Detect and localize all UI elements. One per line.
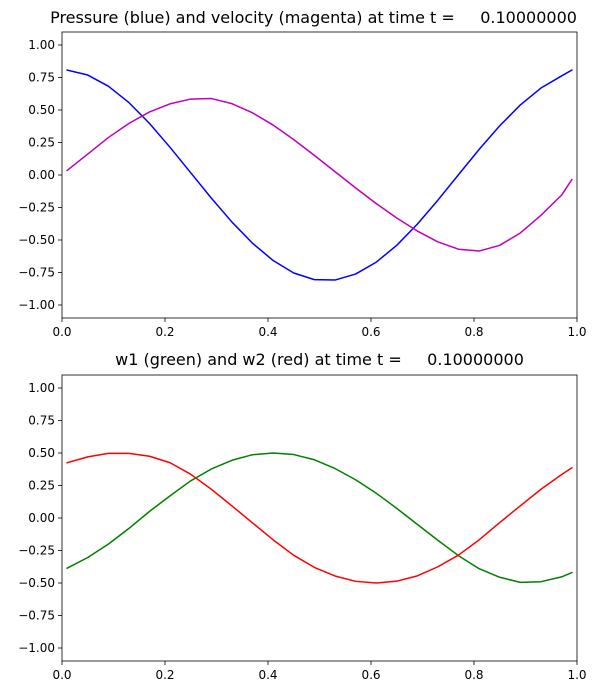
x-tick-label: 0.0 — [52, 325, 71, 339]
y-tick-label: 0.75 — [28, 414, 55, 428]
y-tick-label: −0.75 — [18, 609, 55, 623]
chart-bottom: w1 (green) and w2 (red) at time t = 0.10… — [18, 350, 586, 682]
x-tick-label: 0.2 — [155, 668, 174, 682]
y-tick-label: 0.75 — [28, 71, 55, 85]
x-tick-label: 0.8 — [464, 325, 483, 339]
series-line-1 — [66, 69, 573, 281]
x-tick-label: 0.4 — [258, 668, 277, 682]
x-tick-label: 1.0 — [567, 325, 586, 339]
y-tick-label: 0.25 — [28, 136, 55, 150]
x-tick-label: 1.0 — [567, 668, 586, 682]
y-tick-label: −0.25 — [18, 544, 55, 558]
y-tick-label: −0.75 — [18, 266, 55, 280]
y-tick-label: 1.00 — [28, 381, 55, 395]
y-tick-label: 0.25 — [28, 479, 55, 493]
series-line-2 — [66, 452, 573, 584]
y-tick-label: 1.00 — [28, 38, 55, 52]
series-line-1 — [66, 452, 573, 584]
y-tick-label: −1.00 — [18, 298, 55, 312]
y-tick-label: 0.00 — [28, 168, 55, 182]
y-tick-label: −0.25 — [18, 201, 55, 215]
axes-frame — [61, 31, 578, 319]
chart-top: Pressure (blue) and velocity (magenta) a… — [18, 8, 586, 339]
chart-title: Pressure (blue) and velocity (magenta) a… — [50, 8, 577, 27]
y-tick-label: 0.50 — [28, 103, 55, 117]
y-tick-label: −0.50 — [18, 576, 55, 590]
x-tick-label: 0.0 — [52, 668, 71, 682]
x-tick-label: 0.4 — [258, 325, 277, 339]
x-tick-label: 0.8 — [464, 668, 483, 682]
y-tick-label: 0.00 — [28, 511, 55, 525]
y-tick-label: 0.50 — [28, 446, 55, 460]
y-tick-label: −0.50 — [18, 233, 55, 247]
x-tick-label: 0.6 — [361, 325, 380, 339]
x-tick-label: 0.6 — [361, 668, 380, 682]
chart-title: w1 (green) and w2 (red) at time t = 0.10… — [115, 350, 524, 369]
axes-frame — [61, 374, 578, 662]
x-tick-label: 0.2 — [155, 325, 174, 339]
series-line-2 — [66, 97, 573, 252]
y-tick-label: −1.00 — [18, 641, 55, 655]
